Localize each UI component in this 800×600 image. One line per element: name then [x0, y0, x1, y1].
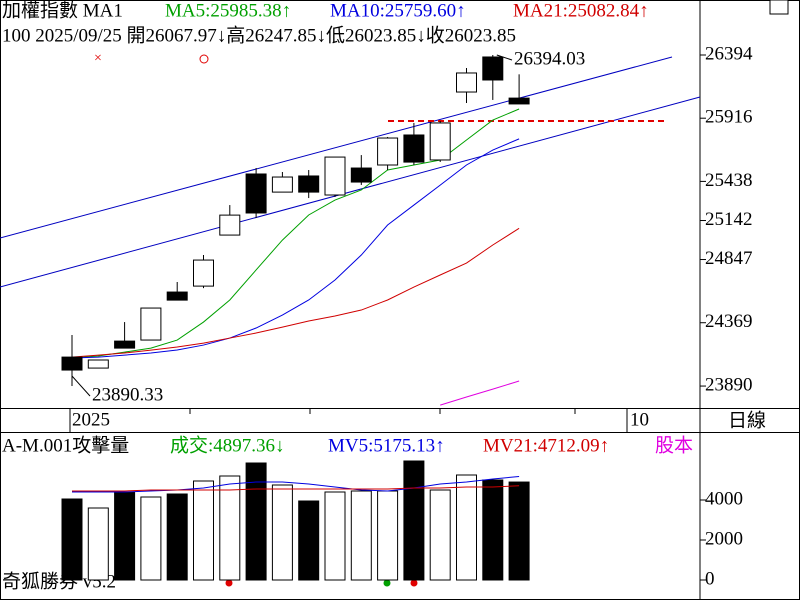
- candle-body: [114, 340, 136, 349]
- indicator-line: [440, 380, 520, 406]
- annotation-leader: [496, 54, 513, 61]
- volume-bar: [482, 479, 504, 581]
- footer: 奇狐勝券 v5.2: [2, 570, 116, 592]
- y-tick-label: 4000: [705, 488, 743, 509]
- volume-bar: [271, 484, 293, 581]
- volume-bar: [324, 491, 346, 581]
- indicator-label: MV21:4712.09↑: [483, 435, 609, 456]
- candle-body: [271, 176, 293, 193]
- candle-body: [219, 214, 241, 236]
- trend-line: [0, 56, 673, 239]
- volume-bar: [61, 498, 83, 581]
- candle-body: [403, 134, 425, 163]
- volume-bar: [87, 507, 109, 581]
- indicator-line: [72, 475, 520, 493]
- y-tick-label: 25142: [705, 209, 753, 230]
- candle-body: [456, 72, 477, 93]
- x-label: 10: [630, 409, 649, 430]
- period-label: 日線: [728, 409, 766, 431]
- y-tick-label: 26394: [705, 43, 753, 64]
- candle-body: [298, 175, 320, 193]
- candle-body: [324, 156, 346, 196]
- chart-title: 加權指數 MA1: [2, 0, 123, 21]
- indicator-label: MV5:5175.13↑: [328, 435, 445, 456]
- candle-body: [350, 167, 372, 183]
- candle-body: [245, 173, 267, 214]
- candle-body: [61, 356, 83, 371]
- x-label: 2025: [72, 409, 110, 430]
- price-info: 100 2025/09/25 開26067.97↓高26247.85↓低2602…: [2, 24, 516, 46]
- volume-label: 成交:4897.36↓: [170, 434, 285, 456]
- indicator-line: [72, 485, 520, 492]
- candle-body: [87, 359, 109, 369]
- volume-bar: [114, 491, 136, 581]
- candle-body: [377, 137, 399, 166]
- y-tick-label: 2000: [705, 528, 743, 549]
- extra-label: 股本: [655, 434, 693, 456]
- candle-body: [429, 122, 451, 161]
- indicator-line: [71, 227, 520, 358]
- volume-bar: [403, 460, 425, 581]
- volume-bar: [456, 474, 477, 581]
- indicator-label: MA5:25985.38↑: [165, 0, 291, 21]
- volume-bar: [377, 490, 399, 581]
- candle-body: [193, 259, 214, 287]
- high-label: 26394.03: [514, 48, 585, 69]
- candle-body: [140, 307, 162, 341]
- signal-mark: ×: [94, 51, 102, 66]
- y-tick-label: 23890: [705, 374, 753, 395]
- low-label: 23890.33: [92, 384, 163, 405]
- candle-body: [508, 97, 530, 105]
- signal-mark: [199, 54, 209, 64]
- volume-bar: [166, 493, 188, 581]
- trend-line: [0, 96, 701, 288]
- volume-title: A-M.001攻擊量: [2, 434, 129, 456]
- date-ticks: [69, 408, 628, 432]
- window-button[interactable]: [769, 0, 789, 15]
- volume-bar: [245, 462, 267, 581]
- y-tick-label: 24847: [705, 248, 753, 269]
- volume-bar: [140, 496, 162, 581]
- indicator-line: [71, 138, 520, 359]
- y-tick-label: 25438: [705, 170, 753, 191]
- volume-bar: [219, 475, 241, 581]
- candle-body: [166, 291, 188, 301]
- volume-bar: [298, 500, 320, 581]
- volume-bar: [193, 480, 214, 581]
- indicator-label: MA10:25759.60↑: [330, 0, 466, 21]
- volume-bar: [429, 489, 451, 581]
- y-tick-label: 25916: [705, 107, 753, 128]
- volume-bar: [508, 481, 530, 581]
- y-tick-label: 24369: [705, 311, 753, 332]
- y-tick-label: 0: [705, 568, 715, 589]
- volume-bar: [350, 490, 372, 581]
- annotation-leader: [71, 375, 91, 397]
- candle-body: [482, 56, 504, 81]
- indicator-label: MA21:25082.84↑: [513, 0, 649, 21]
